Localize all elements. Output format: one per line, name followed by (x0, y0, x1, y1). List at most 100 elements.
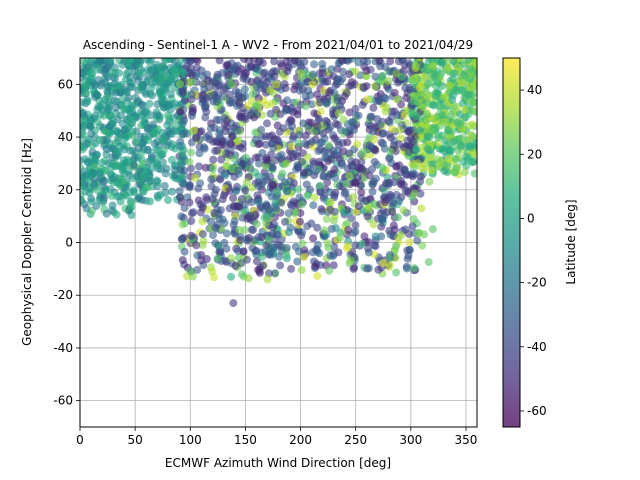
data-point (386, 58, 395, 66)
data-point (466, 65, 475, 74)
data-point (351, 227, 360, 236)
data-point (226, 140, 235, 149)
data-point (262, 218, 271, 227)
data-point (167, 90, 175, 99)
data-point (118, 164, 127, 173)
data-point (340, 208, 349, 217)
data-point (338, 58, 347, 65)
data-point (298, 239, 307, 248)
data-point (309, 70, 318, 79)
data-point (422, 90, 431, 99)
data-point (114, 69, 123, 77)
data-point (397, 176, 406, 185)
data-point (178, 256, 187, 265)
data-point (322, 99, 331, 108)
data-point (213, 146, 222, 155)
data-point (277, 198, 286, 207)
data-point (187, 148, 195, 157)
data-point (415, 83, 424, 92)
data-point (379, 259, 388, 268)
colorbar-tick-label: 20 (527, 147, 542, 161)
data-point (229, 194, 237, 203)
data-point (243, 255, 251, 264)
data-point (128, 131, 137, 140)
data-point (309, 201, 318, 210)
data-point (208, 267, 217, 276)
data-point (82, 204, 91, 213)
data-point (357, 188, 366, 197)
data-point (371, 82, 379, 91)
data-point (383, 179, 392, 188)
data-point (307, 219, 316, 228)
data-point (162, 164, 171, 173)
data-point (187, 90, 196, 99)
data-point (267, 192, 276, 201)
chart-title: Ascending - Sentinel-1 A - WV2 - From 20… (83, 38, 473, 52)
data-point (272, 67, 281, 76)
data-point (167, 155, 176, 164)
data-point (178, 148, 186, 157)
data-point (301, 102, 310, 111)
data-point (192, 63, 201, 72)
data-point (363, 212, 372, 221)
data-point (268, 223, 277, 232)
data-point (302, 180, 311, 189)
data-point (222, 162, 231, 171)
data-point (95, 169, 104, 178)
data-point (271, 198, 280, 207)
data-point (429, 70, 438, 79)
data-point (99, 177, 107, 186)
data-point (271, 156, 280, 165)
data-point (314, 147, 323, 155)
data-point (227, 272, 236, 281)
data-point (355, 163, 364, 172)
data-point (415, 126, 424, 135)
data-point (412, 112, 421, 120)
data-point (234, 166, 242, 175)
data-point (355, 202, 363, 211)
data-point (122, 88, 131, 97)
data-point (253, 191, 262, 200)
data-point (103, 63, 112, 72)
data-point (470, 169, 477, 178)
data-point (298, 228, 307, 237)
data-point (396, 134, 405, 143)
data-point (207, 175, 216, 184)
data-point (87, 194, 96, 203)
data-point (214, 90, 223, 99)
data-point (185, 182, 194, 190)
data-point (201, 101, 210, 110)
colorbar (503, 58, 520, 427)
data-point (221, 256, 230, 265)
data-point (233, 126, 242, 135)
data-point (274, 137, 283, 146)
data-point (395, 126, 404, 135)
data-point (342, 179, 351, 188)
data-point (158, 67, 166, 76)
data-point (80, 178, 85, 187)
data-point (321, 153, 330, 162)
data-point (338, 161, 346, 170)
data-point (440, 92, 449, 101)
data-point (252, 82, 261, 91)
data-point (354, 111, 363, 120)
data-point (302, 70, 311, 79)
data-point (301, 92, 310, 101)
data-point (141, 183, 150, 192)
data-point (392, 190, 401, 199)
x-tick-label: 300 (399, 433, 422, 447)
data-point (408, 222, 417, 231)
data-point (428, 225, 437, 234)
data-point (247, 77, 256, 86)
data-point (254, 65, 263, 74)
data-point (326, 205, 335, 214)
data-point (303, 153, 312, 162)
data-point (312, 126, 321, 135)
data-point (90, 93, 99, 101)
data-point (411, 61, 420, 70)
data-point (246, 211, 255, 220)
data-point (417, 204, 426, 213)
data-point (263, 119, 271, 128)
data-point (363, 95, 371, 104)
data-point (83, 95, 92, 104)
